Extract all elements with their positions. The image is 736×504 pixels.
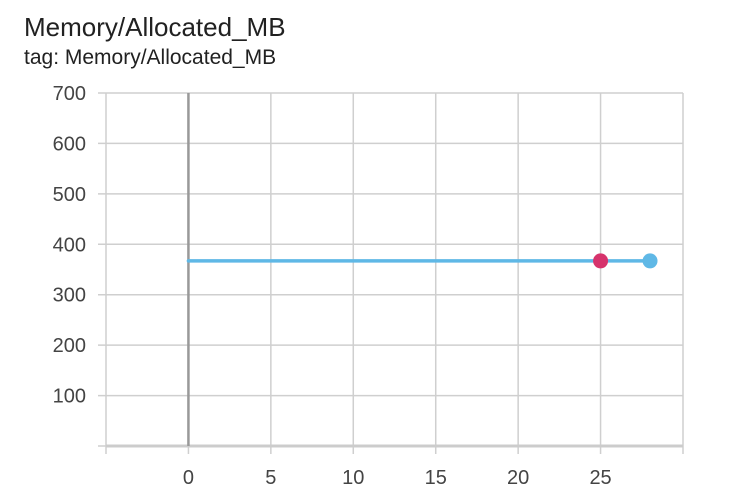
x-tick-label: 25	[589, 467, 611, 489]
y-tick-label: 200	[53, 335, 86, 357]
x-tick-label: 5	[265, 467, 276, 489]
y-tick-label: 600	[53, 133, 86, 155]
chart-tag: tag: Memory/Allocated_MB	[24, 46, 277, 69]
points[interactable]	[593, 253, 658, 269]
x-tick-label: 10	[342, 467, 364, 489]
data-point[interactable]	[642, 253, 658, 269]
data-point[interactable]	[593, 253, 609, 269]
chart-title: Memory/Allocated_MB	[24, 12, 286, 42]
y-tick-label: 400	[53, 234, 86, 256]
y-tick-label: 500	[53, 184, 86, 206]
y-tick-label: 100	[53, 386, 86, 408]
grid	[98, 92, 684, 454]
x-tick-label: 15	[425, 467, 447, 489]
tick-labels: 0 5 10 15 20 25 100 200 300 400 500 600 700	[53, 83, 612, 489]
y-tick-label: 700	[53, 83, 86, 105]
x-tick-label: 0	[183, 467, 194, 489]
y-tick-label: 300	[53, 285, 86, 307]
x-tick-label: 20	[507, 467, 529, 489]
axes	[106, 93, 683, 448]
